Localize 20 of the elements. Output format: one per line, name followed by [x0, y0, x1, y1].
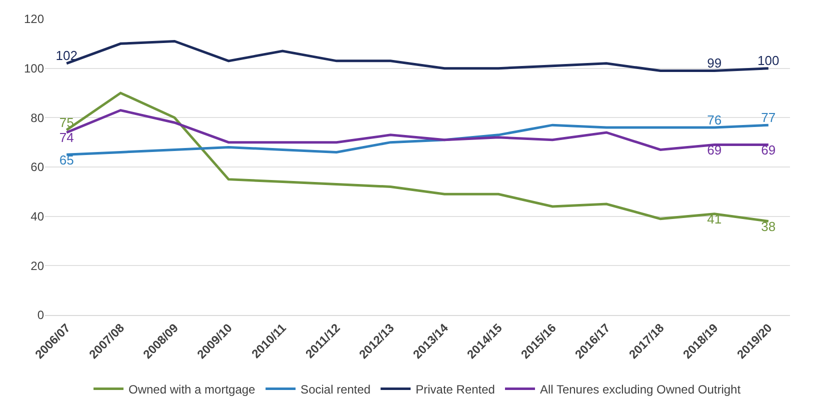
legend-label: All Tenures excluding Owned Outright — [540, 382, 742, 396]
y-tick-label: 0 — [37, 308, 44, 322]
data-label: 74 — [59, 130, 74, 146]
y-tick-label: 80 — [30, 110, 44, 125]
y-tick-label: 20 — [30, 258, 44, 273]
y-tick-label: 40 — [30, 210, 44, 224]
y-tick-label: 100 — [24, 62, 44, 76]
data-label: 99 — [707, 56, 722, 71]
y-tick-label: 60 — [30, 160, 44, 174]
data-label: 100 — [758, 53, 780, 68]
legend-label: Private Rented — [416, 382, 495, 396]
data-label: 38 — [761, 219, 776, 234]
data-label: 76 — [707, 112, 722, 128]
data-label: 69 — [761, 142, 776, 158]
data-label: 65 — [59, 152, 74, 168]
data-label: 102 — [56, 48, 78, 64]
data-label: 77 — [761, 110, 776, 125]
y-tick-label: 120 — [24, 12, 44, 26]
legend-label: Owned with a mortgage — [128, 382, 256, 396]
legend-label: Social rented — [300, 382, 371, 396]
